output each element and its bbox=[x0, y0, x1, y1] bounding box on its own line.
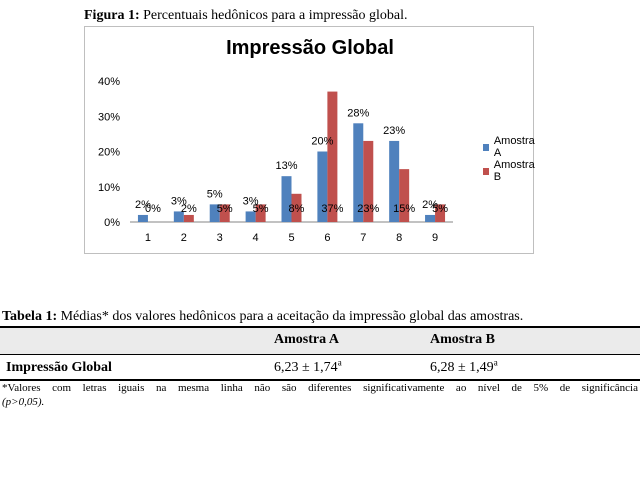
legend-swatch-b bbox=[483, 167, 489, 175]
bar-amostra-b bbox=[363, 140, 374, 222]
x-tick-label: 2 bbox=[181, 232, 187, 244]
table-caption: Tabela 1: Médias* dos valores hedônicos … bbox=[2, 309, 523, 325]
figure-caption-text: Percentuais hedônicos para a impressão g… bbox=[143, 8, 408, 23]
bar-amostra-a bbox=[425, 214, 436, 222]
data-label-amostra-b: 23% bbox=[357, 203, 379, 215]
legend-item-amostra-a: Amostra A bbox=[483, 135, 536, 159]
y-tick-label: 10% bbox=[98, 182, 120, 194]
data-label-amostra-a: 2% bbox=[422, 199, 438, 211]
table-cell-amostra-a: 6,23 ± 1,74a bbox=[274, 357, 342, 376]
table-cell-amostra-b: 6,28 ± 1,49a bbox=[430, 357, 498, 376]
chart-legend: Amostra A Amostra B bbox=[483, 135, 536, 189]
x-tick-label: 1 bbox=[145, 232, 151, 244]
bar-amostra-a bbox=[209, 204, 220, 222]
legend-label-b: Amostra B bbox=[493, 159, 535, 183]
bar-amostra-a bbox=[245, 211, 256, 222]
bar-amostra-a bbox=[137, 214, 148, 222]
bar-chart: 0%10%20%30%40%1 2 3 4 5 6 7 8 92% 3%5%3%13%20%28%… bbox=[98, 76, 453, 244]
table-header-amostra-a: Amostra A bbox=[274, 332, 339, 347]
data-label-amostra-a: 3% bbox=[171, 195, 187, 207]
figure-caption: Figura 1: Percentuais hedônicos para a i… bbox=[84, 8, 407, 24]
bar-amostra-a bbox=[317, 151, 328, 222]
cell-b-superscript: a bbox=[493, 357, 498, 368]
bar-amostra-a bbox=[353, 123, 364, 222]
x-tick-label: 6 bbox=[324, 232, 330, 244]
table-row bbox=[0, 355, 640, 381]
data-label-amostra-b: 2% bbox=[181, 203, 197, 215]
chart-container: Impressão Global 0% 10% 20% 30% 40% 1 2 3 4 5 6 7 8 9… bbox=[84, 26, 536, 254]
y-tick-label: 0% bbox=[104, 217, 120, 229]
cell-a-value: 6,23 ± 1,74 bbox=[274, 360, 338, 375]
data-label-amostra-a: 5% bbox=[207, 188, 223, 200]
table-header-amostra-b: Amostra B bbox=[430, 332, 495, 347]
table-footnote: *Valores com letras iguais na mesma linh… bbox=[2, 382, 638, 394]
data-label-amostra-a: 3% bbox=[243, 195, 259, 207]
bar-amostra-a bbox=[389, 140, 400, 222]
data-label-amostra-a: 28% bbox=[347, 107, 369, 119]
data-label-amostra-a: 13% bbox=[275, 160, 297, 172]
data-label-amostra-b: 15% bbox=[393, 203, 415, 215]
bar-amostra-a bbox=[281, 176, 292, 222]
data-label-amostra-b: 5% bbox=[217, 203, 233, 215]
data-label-amostra-a: 20% bbox=[311, 136, 333, 148]
y-tick-label: 30% bbox=[98, 111, 120, 123]
bar-amostra-b bbox=[255, 204, 266, 222]
data-label-amostra-b: 5% bbox=[253, 203, 269, 215]
y-tick-label: 20% bbox=[98, 147, 120, 159]
bar-amostra-a bbox=[173, 211, 184, 222]
cell-b-value: 6,28 ± 1,49 bbox=[430, 360, 494, 375]
cell-a-superscript: a bbox=[337, 357, 342, 368]
data-label-amostra-a: 23% bbox=[383, 125, 405, 137]
table-footnote-significance: (p>0,05). bbox=[2, 396, 45, 408]
legend-label-a: Amostra A bbox=[493, 135, 535, 159]
x-tick-label: 4 bbox=[253, 232, 259, 244]
table-label: Tabela 1: bbox=[2, 309, 58, 324]
bar-amostra-b bbox=[399, 169, 410, 222]
legend-swatch-a bbox=[483, 143, 489, 151]
y-tick-label: 40% bbox=[98, 76, 120, 88]
data-label-amostra-a: 2% bbox=[135, 199, 151, 211]
x-tick-label: 7 bbox=[360, 232, 366, 244]
legend-item-amostra-b: Amostra B bbox=[483, 159, 536, 183]
data-label-amostra-b: 5% bbox=[432, 203, 448, 215]
x-tick-label: 5 bbox=[288, 232, 294, 244]
bar-amostra-b bbox=[219, 204, 230, 222]
x-tick-label: 3 bbox=[217, 232, 223, 244]
table-row-label: Impressão Global bbox=[6, 360, 112, 375]
chart-title: Impressão Global bbox=[226, 37, 394, 59]
x-tick-label: 8 bbox=[396, 232, 402, 244]
bar-amostra-b bbox=[183, 214, 194, 222]
data-label-amostra-b: 37% bbox=[321, 203, 343, 215]
bar-amostra-b bbox=[435, 204, 446, 222]
bar-amostra-b bbox=[291, 193, 302, 222]
table-top-rule bbox=[0, 326, 640, 328]
bar-amostra-b bbox=[327, 91, 338, 222]
figure-label: Figura 1: bbox=[84, 8, 140, 23]
table-header-row bbox=[0, 328, 640, 355]
table-caption-text: Médias* dos valores hedônicos para a ace… bbox=[60, 309, 524, 324]
data-label-amostra-b: 0% bbox=[145, 203, 161, 215]
data-label-amostra-b: 8% bbox=[289, 203, 305, 215]
x-tick-label: 9 bbox=[432, 232, 438, 244]
